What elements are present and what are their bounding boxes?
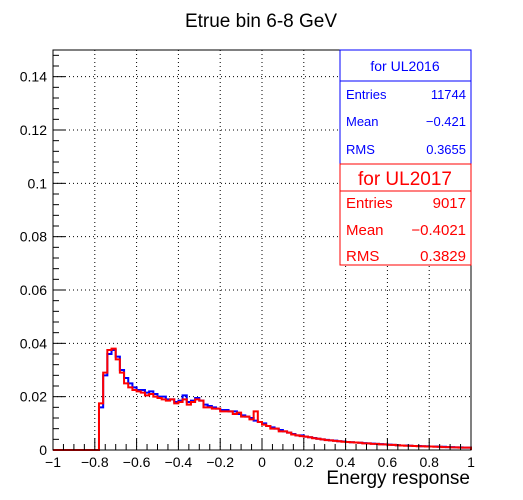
x-tick-label: −0.8 <box>81 454 109 470</box>
series-layer <box>53 347 472 451</box>
x-tick-label: −0.6 <box>123 454 151 470</box>
axes: −1 −0.8 −0.6 −0.4 −0.2 0 0.2 0.4 0.6 0.8 1 0 0.02 0.0… <box>20 54 475 470</box>
stats-value-mean: −0.421 <box>426 114 466 129</box>
stats-box-2: for UL2017 Entries 9017 Mean −0.4021 RMS 0.382… <box>339 163 472 266</box>
stats-value-entries: 11744 <box>431 87 466 102</box>
stats-box-title: for UL2016 <box>370 58 439 74</box>
x-tick-label: 0.6 <box>378 454 398 470</box>
stats-value-entries: 9017 <box>433 195 466 212</box>
stats-label-rms: RMS <box>346 248 379 265</box>
y-tick-label: 0.1 <box>28 175 48 191</box>
y-tick-label: 0.04 <box>20 335 47 351</box>
stats-value-rms: 0.3655 <box>426 142 466 157</box>
x-tick-label: −0.2 <box>206 454 234 470</box>
chart-title: Etrue bin 6-8 GeV <box>185 11 337 32</box>
x-tick-label: 1 <box>467 454 475 470</box>
x-tick-label: −1 <box>45 454 61 470</box>
stats-value-mean: −0.4021 <box>411 222 466 239</box>
stats-box-frame <box>339 163 472 266</box>
y-tick-label: 0 <box>39 442 47 458</box>
x-tick-label: 0.2 <box>294 454 314 470</box>
y-tick-label: 0.02 <box>20 389 47 405</box>
series-ul2017-line <box>53 347 472 451</box>
stats-box-title: for UL2017 <box>358 169 452 190</box>
stats-label-mean: Mean <box>346 222 384 239</box>
y-tick-label: 0.06 <box>20 282 47 298</box>
x-tick-label: 0 <box>258 454 266 470</box>
stats-value-rms: 0.3829 <box>420 248 466 265</box>
x-tick-label: −0.4 <box>165 454 193 470</box>
stats-label-entries: Entries <box>346 87 387 102</box>
x-tick-label: 0.4 <box>336 454 356 470</box>
stats-box-1: for UL2016 Entries 11744 Mean −0.421 RMS 0.365… <box>339 49 472 165</box>
stats-boxes: for UL2016 Entries 11744 Mean −0.421 RMS 0.365… <box>339 49 472 266</box>
stats-label-entries: Entries <box>346 195 393 212</box>
x-tick-label: 0.8 <box>419 454 439 470</box>
y-tick-label: 0.12 <box>20 122 47 138</box>
stats-label-mean: Mean <box>346 114 379 129</box>
stats-label-rms: RMS <box>346 142 375 157</box>
y-tick-label: 0.14 <box>20 69 47 85</box>
y-tick-label: 0.08 <box>20 229 47 245</box>
x-axis-label: Energy response <box>326 468 470 489</box>
